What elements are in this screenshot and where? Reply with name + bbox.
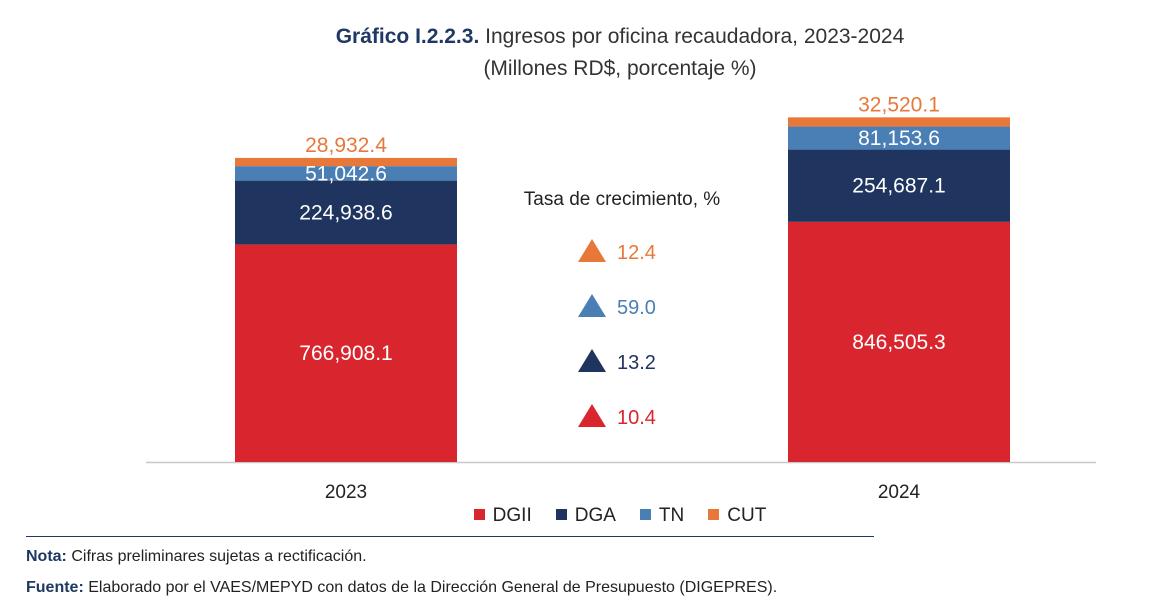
notes-divider [26, 536, 874, 537]
bar-dgii-2024 [788, 221, 1010, 462]
data-label-tn-2023: 51,042.6 [305, 162, 387, 185]
legend-label-dga: DGA [574, 505, 616, 526]
source-label: Fuente: [26, 579, 84, 596]
data-label-cut-2023: 28,932.4 [305, 134, 387, 157]
note-label: Nota: [26, 548, 67, 565]
chart-title: Gráfico I.2.2.3. Ingresos por oficina re… [0, 22, 1170, 52]
legend-swatch-dga [555, 509, 567, 520]
legend-swatch-cut [708, 509, 720, 520]
note-line: Nota: Cifras preliminares sujetas a rect… [26, 548, 367, 566]
bar-tn-2024 [788, 126, 1010, 150]
legend-item-cut: CUT [708, 505, 766, 527]
legend-label-tn: TN [658, 505, 685, 526]
growth-title: Tasa de crecimiento, % [524, 189, 721, 210]
data-label-dgii-2024: 846,505.3 [852, 331, 945, 354]
bar-cut-2024 [788, 117, 1010, 127]
legend-item-tn: TN [639, 505, 685, 527]
x-tick-label-2024: 2024 [878, 482, 921, 500]
growth-up-arrow-icon-cut [578, 239, 606, 262]
data-label-cut-2024: 32,520.1 [858, 93, 940, 116]
source-text: Elaborado por el VAES/MEPYD con datos de… [88, 579, 778, 596]
growth-value-tn: 59.0 [617, 297, 656, 319]
data-label-dga-2024: 254,687.1 [852, 175, 945, 198]
growth-up-arrow-icon-dgii [578, 404, 606, 427]
legend-swatch-tn [639, 509, 651, 520]
legend-swatch-dgii [473, 509, 485, 520]
bar-cut-2023 [235, 157, 457, 167]
legend-label-cut: CUT [727, 505, 767, 526]
bar-dga-2023 [235, 180, 457, 245]
growth-value-dgii: 10.4 [617, 407, 656, 429]
chart-title-label: Gráfico I.2.2.3. [335, 25, 480, 48]
growth-value-cut: 12.4 [617, 242, 656, 264]
data-label-dgii-2023: 766,908.1 [299, 342, 392, 365]
data-label-dga-2023: 224,938.6 [299, 202, 392, 225]
bar-tn-2023 [235, 166, 457, 181]
chart-subtitle: (Millones RD$, porcentaje %) [483, 57, 757, 80]
x-tick-label-2023: 2023 [325, 482, 367, 500]
bar-dga-2024 [788, 149, 1010, 222]
growth-up-arrow-icon-tn [578, 294, 606, 317]
bar-dgii-2023 [235, 244, 457, 462]
legend-item-dga: DGA [555, 505, 616, 527]
chart-legend: DGII DGA TN CUT [0, 505, 1170, 527]
legend-label-dgii: DGII [492, 505, 532, 526]
note-text: Cifras preliminares sujetas a rectificac… [71, 548, 367, 565]
growth-up-arrow-icon-dga [578, 349, 606, 372]
legend-item-dgii: DGII [473, 505, 532, 527]
source-line: Fuente: Elaborado por el VAES/MEPYD con … [26, 579, 777, 597]
chart-title-text: Ingresos por oficina recaudadora, 2023-2… [485, 25, 905, 48]
data-label-tn-2024: 81,153.6 [858, 127, 940, 150]
stacked-bar-chart: 766,908.1 224,938.6 51,042.6 28,932.4 2023 84… [146, 93, 1096, 500]
growth-value-dga: 13.2 [617, 352, 656, 374]
